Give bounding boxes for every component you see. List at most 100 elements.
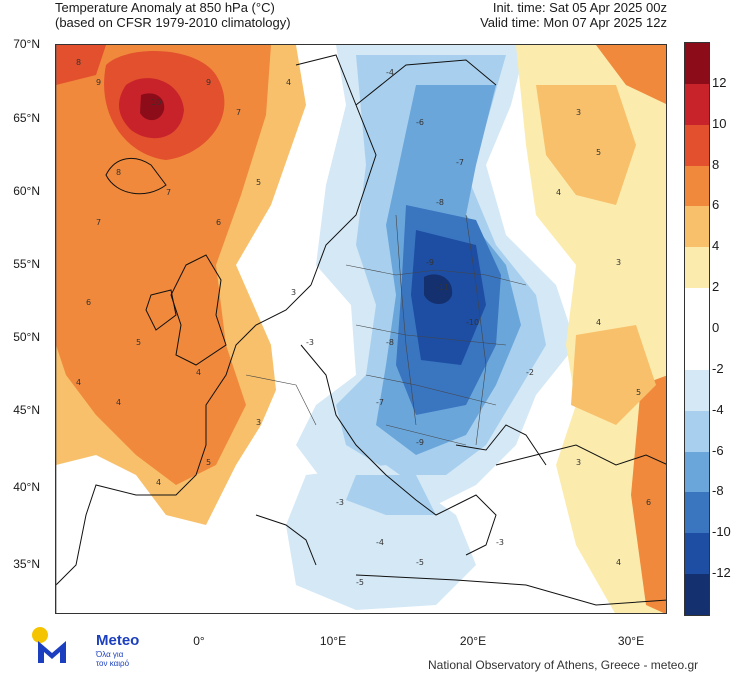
contour-value-label: 3 xyxy=(256,418,261,427)
lat-label-70: 70°N xyxy=(13,37,40,51)
contour-value-label: -8 xyxy=(386,338,394,347)
contour-value-label: -7 xyxy=(376,398,384,407)
colorbar-label: 8 xyxy=(712,156,720,172)
lat-label-55: 55°N xyxy=(13,257,40,271)
contour-value-label: 3 xyxy=(576,458,581,467)
footer-credit: National Observatory of Athens, Greece -… xyxy=(428,658,699,672)
warm-east-ne xyxy=(596,45,666,105)
colorbar-segment xyxy=(685,206,709,248)
contour-value-label: -3 xyxy=(496,538,504,547)
contour-value-label: 8 xyxy=(76,58,81,67)
lon-label-10e: 10°E xyxy=(319,634,347,648)
logo-tagline-1: Όλα για xyxy=(96,650,124,659)
warm-region-west-inner xyxy=(56,45,271,485)
colorbar-label: 6 xyxy=(712,197,720,213)
contour-value-label: 4 xyxy=(116,398,121,407)
contour-value-label: 5 xyxy=(206,458,211,467)
coastlines xyxy=(56,54,666,606)
colorbar-segment xyxy=(685,329,709,371)
map-title: Temperature Anomaly at 850 hPa (°C) (bas… xyxy=(55,0,291,30)
contour-value-label: 3 xyxy=(616,258,621,267)
colorbar-label: 10 xyxy=(712,115,727,131)
contour-value-label: -10 xyxy=(466,318,479,327)
colorbar-segment xyxy=(685,410,709,453)
contour-labels: 8 9 10 9 7 8 7 7 6 5 6 5 4 4 4 4 3 -3 -4 -6 -7 -8 -9 -11 -10 -8 -7… xyxy=(76,58,651,587)
lat-label-65: 65°N xyxy=(13,111,40,125)
contour-value-label: -4 xyxy=(386,68,394,77)
title-line-1: Temperature Anomaly at 850 hPa (°C) xyxy=(55,0,275,15)
colorbar-label: -4 xyxy=(712,401,724,417)
borders xyxy=(245,214,527,446)
contour-value-label: 9 xyxy=(206,78,211,87)
contour-value-label: 9 xyxy=(96,78,101,87)
contour-value-label: 4 xyxy=(76,378,81,387)
colorbar-label: -12 xyxy=(712,565,731,581)
colorbar-segment xyxy=(685,369,709,412)
colorbar-label: -10 xyxy=(712,524,731,540)
contour-value-label: -3 xyxy=(336,498,344,507)
contour-value-label: 5 xyxy=(136,338,141,347)
colorbar-segment xyxy=(685,574,709,616)
contour-value-label: 5 xyxy=(596,148,601,157)
contour-value-label: -6 xyxy=(416,118,424,127)
colorbar-segment xyxy=(685,83,709,126)
lat-label-35: 35°N xyxy=(13,557,40,571)
colorbar-segment xyxy=(685,247,709,289)
map-canvas: 8 9 10 9 7 8 7 7 6 5 6 5 4 4 4 4 3 -3 -4 -6 -7 -8 -9 -11 -10 -8 -7… xyxy=(56,45,666,613)
warm-east-inner xyxy=(536,85,636,205)
lon-label-30e: 30°E xyxy=(617,634,645,648)
title-line-2: (based on CFSR 1979-2010 climatology) xyxy=(55,15,291,30)
contour-value-label: 4 xyxy=(616,558,621,567)
contour-value-label: 5 xyxy=(256,178,261,187)
cold-max xyxy=(424,274,453,304)
contour-value-label: -9 xyxy=(416,438,424,447)
colorbar-label: -2 xyxy=(712,360,724,376)
anomaly-map: 8 9 10 9 7 8 7 7 6 5 6 5 4 4 4 4 3 -3 -4 -6 -7 -8 -9 -11 -10 -8 -7… xyxy=(55,44,667,614)
lat-label-40: 40°N xyxy=(13,480,40,494)
contour-value-label: 7 xyxy=(166,188,171,197)
colorbar-segment xyxy=(685,43,709,85)
contour-value-label: 6 xyxy=(646,498,651,507)
contour-value-label: 7 xyxy=(96,218,101,227)
logo-tagline-2: τον καιρό xyxy=(96,659,130,668)
logo-tagline: Όλα για τον καιρό xyxy=(96,650,129,668)
contour-value-label: 4 xyxy=(286,78,291,87)
contour-value-label: 3 xyxy=(291,288,296,297)
lat-label-45: 45°N xyxy=(13,403,40,417)
sun-icon xyxy=(32,627,48,643)
colorbar-label: 0 xyxy=(712,320,720,335)
logo-name: Meteo xyxy=(96,632,140,649)
colorbar-label: 12 xyxy=(712,74,727,90)
contour-value-label: -7 xyxy=(456,158,464,167)
lon-label-0: 0° xyxy=(193,634,205,648)
colorbar xyxy=(684,42,710,616)
contour-value-label: 4 xyxy=(596,318,601,327)
warm-max-iceland xyxy=(140,93,165,121)
colorbar-segment xyxy=(685,492,709,534)
contour-value-label: -5 xyxy=(416,558,424,567)
colorbar-label: 4 xyxy=(712,238,720,254)
warm-east-se xyxy=(631,375,666,613)
m-logo-icon xyxy=(38,641,66,663)
contour-value-label: 5 xyxy=(636,388,641,397)
init-time: Init. time: Sat 05 Apr 2025 00z xyxy=(492,0,667,15)
contour-value-label: 4 xyxy=(156,478,161,487)
contour-value-label: 6 xyxy=(216,218,221,227)
valid-time: Valid time: Mon 07 Apr 2025 12z xyxy=(480,15,667,30)
colorbar-segment xyxy=(685,288,709,330)
colorbar-segment xyxy=(685,451,709,493)
contour-value-label: 4 xyxy=(196,368,201,377)
forecast-times: Init. time: Sat 05 Apr 2025 00z Valid ti… xyxy=(480,0,667,30)
contour-value-label: 4 xyxy=(556,188,561,197)
warm-east-mid xyxy=(571,325,656,425)
warm-top-left xyxy=(56,45,106,85)
lat-label-50: 50°N xyxy=(13,330,40,344)
contour-value-label: 10 xyxy=(151,98,161,107)
contour-value-label: -2 xyxy=(526,368,534,377)
cold-south-inner xyxy=(346,475,436,515)
contour-value-label: -4 xyxy=(376,538,384,547)
contour-value-label: -3 xyxy=(306,338,314,347)
contour-value-label: -11 xyxy=(436,283,449,292)
contour-value-label: -8 xyxy=(436,198,444,207)
colorbar-segment xyxy=(685,533,709,575)
